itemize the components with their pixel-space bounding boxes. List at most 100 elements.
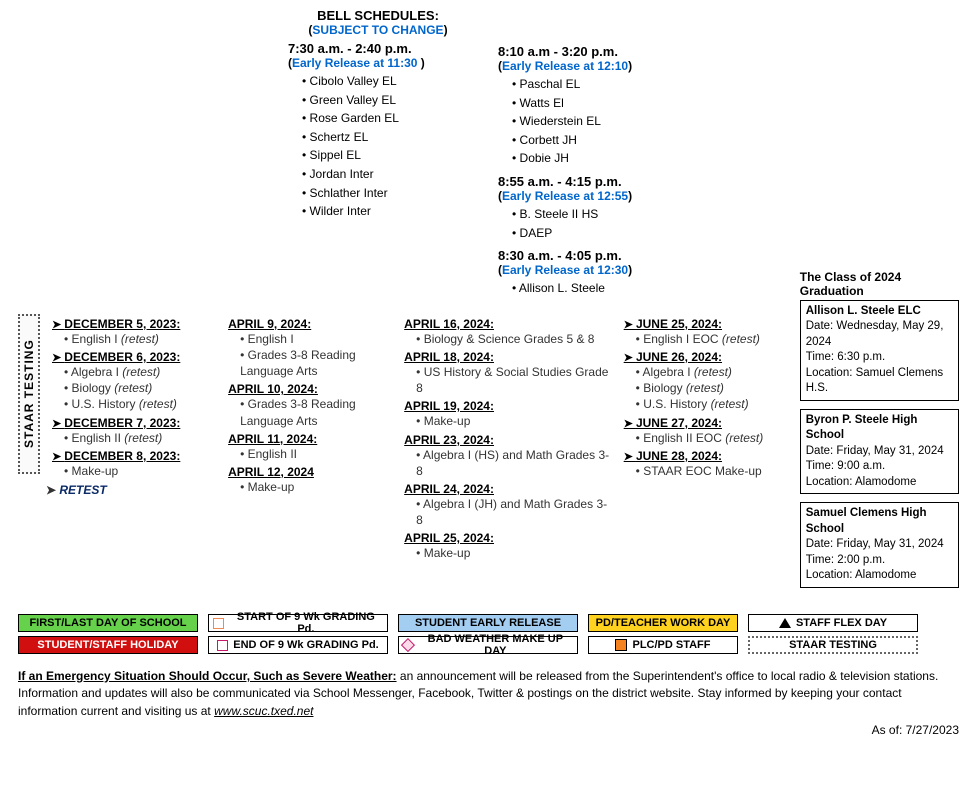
grad-box: Samuel Clemens High SchoolDate: Friday, … — [800, 502, 959, 588]
bell-time-3: 8:30 a.m. - 4:05 p.m. — [498, 248, 678, 263]
list-item: U.S. History (retest) — [636, 396, 788, 412]
footer-link[interactable]: www.scuc.txed.net — [214, 704, 313, 718]
test-date: JUNE 27, 2024: — [624, 416, 788, 430]
list-item: Cibolo Valley EL — [302, 72, 468, 91]
test-date: APRIL 24, 2024: — [404, 482, 612, 496]
test-items: English I EOC (retest) — [624, 331, 788, 347]
test-items: Make-up — [228, 479, 392, 495]
legend-end-grading: END OF 9 Wk GRADING Pd. — [208, 636, 388, 654]
test-items: US History & Social Studies Grade 8 — [404, 364, 612, 396]
grad-title: The Class of 2024 Graduation — [800, 270, 959, 298]
list-item: B. Steele II HS — [512, 205, 678, 224]
legend-pd-day: PD/TEACHER WORK DAY — [588, 614, 738, 632]
list-item: Algebra I (retest) — [636, 364, 788, 380]
bell-early-2: Early Release at 12:55 — [498, 189, 678, 203]
bell-early-0: Early Release at 11:30 — [288, 56, 468, 70]
bell-col-2: 8:10 a.m - 3:20 p.m. Early Release at 12… — [498, 8, 678, 304]
legend-col-3: STUDENT EARLY RELEASE BAD WEATHER MAKE U… — [398, 614, 578, 654]
list-item: Biology (retest) — [64, 380, 216, 396]
legend-early-release: STUDENT EARLY RELEASE — [398, 614, 578, 632]
list-item: Sippel EL — [302, 146, 468, 165]
list-item: Biology (retest) — [636, 380, 788, 396]
list-item: Schertz EL — [302, 128, 468, 147]
test-date: APRIL 12, 2024 — [228, 465, 392, 479]
list-item: English I EOC (retest) — [636, 331, 788, 347]
bell-heading: BELL SCHEDULES: — [288, 8, 468, 23]
test-items: Algebra I (HS) and Math Grades 3-8 — [404, 447, 612, 479]
test-items: English IGrades 3-8 Reading Language Art… — [228, 331, 392, 380]
retest-label: RETEST — [46, 483, 216, 497]
test-col-1: DECEMBER 5, 2023:English I (retest) DECEM… — [52, 314, 216, 497]
subject-to-change: SUBJECT TO CHANGE — [288, 23, 468, 37]
list-item: Grades 3-8 Reading Language Arts — [240, 347, 392, 379]
test-date: JUNE 26, 2024: — [624, 350, 788, 364]
grad-date: Date: Friday, May 31, 2024 — [806, 537, 953, 553]
bell-col-1: BELL SCHEDULES: SUBJECT TO CHANGE 7:30 a… — [288, 8, 468, 304]
test-date: APRIL 16, 2024: — [404, 317, 612, 331]
list-item: Jordan Inter — [302, 165, 468, 184]
grad-time: Time: 2:00 p.m. — [806, 553, 953, 569]
staar-testing-tab: STAAR TESTING — [18, 314, 40, 474]
test-col-2: APRIL 9, 2024:English IGrades 3-8 Readin… — [228, 314, 392, 497]
grad-school: Samuel Clemens High School — [806, 506, 953, 537]
list-item: English I — [240, 331, 392, 347]
test-date: APRIL 18, 2024: — [404, 350, 612, 364]
grad-loc: Location: Alamodome — [806, 475, 953, 491]
test-items: Make-up — [404, 413, 612, 429]
test-date: APRIL 10, 2024: — [228, 382, 392, 396]
as-of: As of: 7/27/2023 — [18, 722, 959, 739]
list-item: Make-up — [416, 413, 612, 429]
legend-holiday: STUDENT/STAFF HOLIDAY — [18, 636, 198, 654]
list-item: DAEP — [512, 224, 678, 243]
list-item: Algebra I (HS) and Math Grades 3-8 — [416, 447, 612, 479]
list-item: Make-up — [64, 463, 216, 479]
test-items: English II EOC (retest) — [624, 430, 788, 446]
list-item: Wilder Inter — [302, 202, 468, 221]
legend-col-4: PD/TEACHER WORK DAY PLC/PD STAFF — [588, 614, 738, 654]
test-date: APRIL 11, 2024: — [228, 432, 392, 446]
bell-early-3: Early Release at 12:30 — [498, 263, 678, 277]
list-item: Make-up — [240, 479, 392, 495]
list-item: STAAR EOC Make-up — [636, 463, 788, 479]
grad-school: Allison L. Steele ELC — [806, 304, 953, 320]
legend-col-2: START OF 9 Wk GRADING Pd. END OF 9 Wk GR… — [208, 614, 388, 654]
legend-start-grading: START OF 9 Wk GRADING Pd. — [208, 614, 388, 632]
test-date: JUNE 28, 2024: — [624, 449, 788, 463]
grad-date: Date: Wednesday, May 29, 2024 — [806, 319, 953, 350]
grad-loc: Location: Alamodome — [806, 568, 953, 584]
bell-schedules-row: BELL SCHEDULES: SUBJECT TO CHANGE 7:30 a… — [288, 8, 959, 304]
test-items: English II (retest) — [52, 430, 216, 446]
grad-box: Allison L. Steele ELCDate: Wednesday, Ma… — [800, 300, 959, 401]
test-items: Grades 3-8 Reading Language Arts — [228, 396, 392, 428]
test-date: DECEMBER 6, 2023: — [52, 350, 216, 364]
list-item: Watts El — [512, 94, 678, 113]
test-col-3: APRIL 16, 2024:Biology & Science Grades … — [404, 314, 612, 564]
test-date: APRIL 9, 2024: — [228, 317, 392, 331]
test-items: Make-up — [404, 545, 612, 561]
test-date: APRIL 23, 2024: — [404, 433, 612, 447]
list-item: Paschal EL — [512, 75, 678, 94]
bell-schools-2: B. Steele II HSDAEP — [498, 205, 678, 242]
test-date: DECEMBER 8, 2023: — [52, 449, 216, 463]
footer-text: If an Emergency Situation Should Occur, … — [18, 668, 959, 720]
legend-first-last: FIRST/LAST DAY OF SCHOOL — [18, 614, 198, 632]
list-item: Schlather Inter — [302, 184, 468, 203]
list-item: Corbett JH — [512, 131, 678, 150]
legend-bad-weather: BAD WEATHER MAKE UP DAY — [398, 636, 578, 654]
list-item: Green Valley EL — [302, 91, 468, 110]
test-items: English I (retest) — [52, 331, 216, 347]
grad-date: Date: Friday, May 31, 2024 — [806, 444, 953, 460]
test-col-4: JUNE 25, 2024:English I EOC (retest)JUNE… — [624, 314, 788, 481]
legend-plc: PLC/PD STAFF — [588, 636, 738, 654]
test-date: APRIL 25, 2024: — [404, 531, 612, 545]
test-items: Algebra I (retest)Biology (retest)U.S. H… — [624, 364, 788, 413]
legend: FIRST/LAST DAY OF SCHOOL STUDENT/STAFF H… — [18, 614, 959, 654]
bell-early-1: Early Release at 12:10 — [498, 59, 678, 73]
grad-loc: Location: Samuel Clemens H.S. — [806, 366, 953, 397]
footer: If an Emergency Situation Should Occur, … — [18, 668, 959, 740]
test-date: DECEMBER 5, 2023: — [52, 317, 216, 331]
grad-time: Time: 6:30 p.m. — [806, 350, 953, 366]
legend-col-5: STAFF FLEX DAY STAAR TESTING — [748, 614, 918, 654]
list-item: Algebra I (retest) — [64, 364, 216, 380]
bell-schools-1: Paschal ELWatts ElWiederstein ELCorbett … — [498, 75, 678, 168]
